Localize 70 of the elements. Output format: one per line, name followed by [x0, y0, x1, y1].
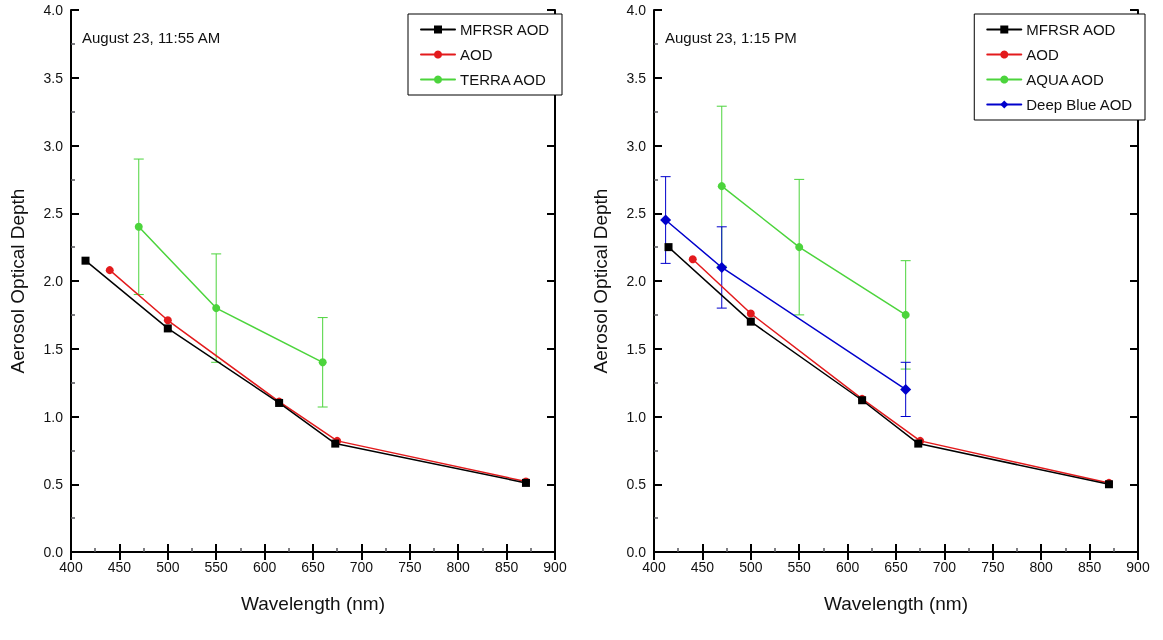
x-tick-label: 450 — [107, 559, 132, 575]
legend-label: MFRSR AOD — [1026, 21, 1116, 38]
x-tick-label: 800 — [1029, 559, 1054, 575]
annotation: August 23, 11:55 AM — [82, 29, 221, 46]
x-tick-label: 550 — [787, 559, 812, 575]
point — [212, 304, 221, 313]
point — [134, 222, 143, 231]
x-tick-label: 650 — [884, 559, 908, 575]
y-tick-label: 2.0 — [43, 273, 64, 289]
x-axis-title: Wavelength (nm) — [824, 593, 968, 614]
annotation: August 23, 1:15 PM — [665, 29, 797, 46]
x-tick-label: 750 — [398, 559, 422, 575]
y-tick-label: 4.0 — [626, 2, 647, 18]
point — [105, 266, 114, 275]
legend-label: MFRSR AOD — [460, 21, 550, 38]
y-tick-label: 3.5 — [43, 69, 64, 86]
x-tick-label: 600 — [835, 559, 860, 575]
x-tick-label: 450 — [690, 559, 715, 575]
legend-label: Deep Blue AOD — [1026, 96, 1133, 113]
y-tick-label: 2.0 — [626, 273, 647, 289]
y-tick-label: 0.0 — [626, 544, 647, 560]
point — [318, 358, 327, 367]
legend-label: AOD — [460, 46, 493, 63]
legend-label: TERRA AOD — [460, 71, 547, 88]
point — [746, 317, 755, 326]
x-tick-label: 850 — [494, 559, 519, 575]
y-tick-label: 2.5 — [626, 205, 647, 222]
y-tick-label: 1.5 — [43, 340, 64, 357]
x-tick-label: 400 — [642, 559, 666, 575]
x-tick-label: 650 — [301, 559, 325, 575]
point — [795, 243, 804, 252]
point — [900, 383, 912, 395]
x-tick-label: 500 — [156, 559, 180, 575]
y-tick-label: 1.0 — [626, 408, 647, 425]
x-tick-label: 850 — [1077, 559, 1102, 575]
x-tick-label: 500 — [739, 559, 763, 575]
point — [901, 310, 910, 319]
x-tick-label: 700 — [349, 559, 374, 575]
point — [688, 255, 697, 264]
y-tick-label: 1.0 — [43, 408, 64, 425]
x-tick-label: 600 — [252, 559, 277, 575]
point — [716, 261, 728, 273]
y-tick-label: 3.0 — [626, 137, 647, 154]
y-axis-title: Aerosol Optical Depth — [590, 188, 611, 374]
point — [746, 309, 755, 318]
x-axis-title: Wavelength (nm) — [241, 593, 385, 614]
y-tick-label: 2.5 — [43, 205, 64, 222]
legend-label: AOD — [1026, 46, 1059, 63]
x-tick-label: 550 — [204, 559, 229, 575]
point — [163, 324, 172, 333]
x-tick-label: 800 — [446, 559, 471, 575]
y-tick-label: 0.5 — [626, 476, 647, 493]
y-tick-label: 0.5 — [43, 476, 64, 493]
x-tick-label: 900 — [543, 559, 567, 575]
y-tick-label: 0.0 — [43, 544, 64, 560]
point — [717, 182, 726, 191]
y-tick-label: 4.0 — [43, 2, 64, 18]
point — [660, 214, 672, 226]
x-tick-label: 400 — [59, 559, 83, 575]
x-tick-label: 750 — [981, 559, 1005, 575]
point — [163, 316, 172, 325]
legend-label: AQUA AOD — [1026, 71, 1104, 88]
point — [81, 256, 90, 265]
point — [664, 243, 673, 252]
y-tick-label: 3.5 — [626, 69, 647, 86]
y-axis-title: Aerosol Optical Depth — [7, 188, 28, 374]
x-tick-label: 900 — [1126, 559, 1150, 575]
x-tick-label: 700 — [932, 559, 957, 575]
y-tick-label: 1.5 — [626, 340, 647, 357]
y-tick-label: 3.0 — [43, 137, 64, 154]
